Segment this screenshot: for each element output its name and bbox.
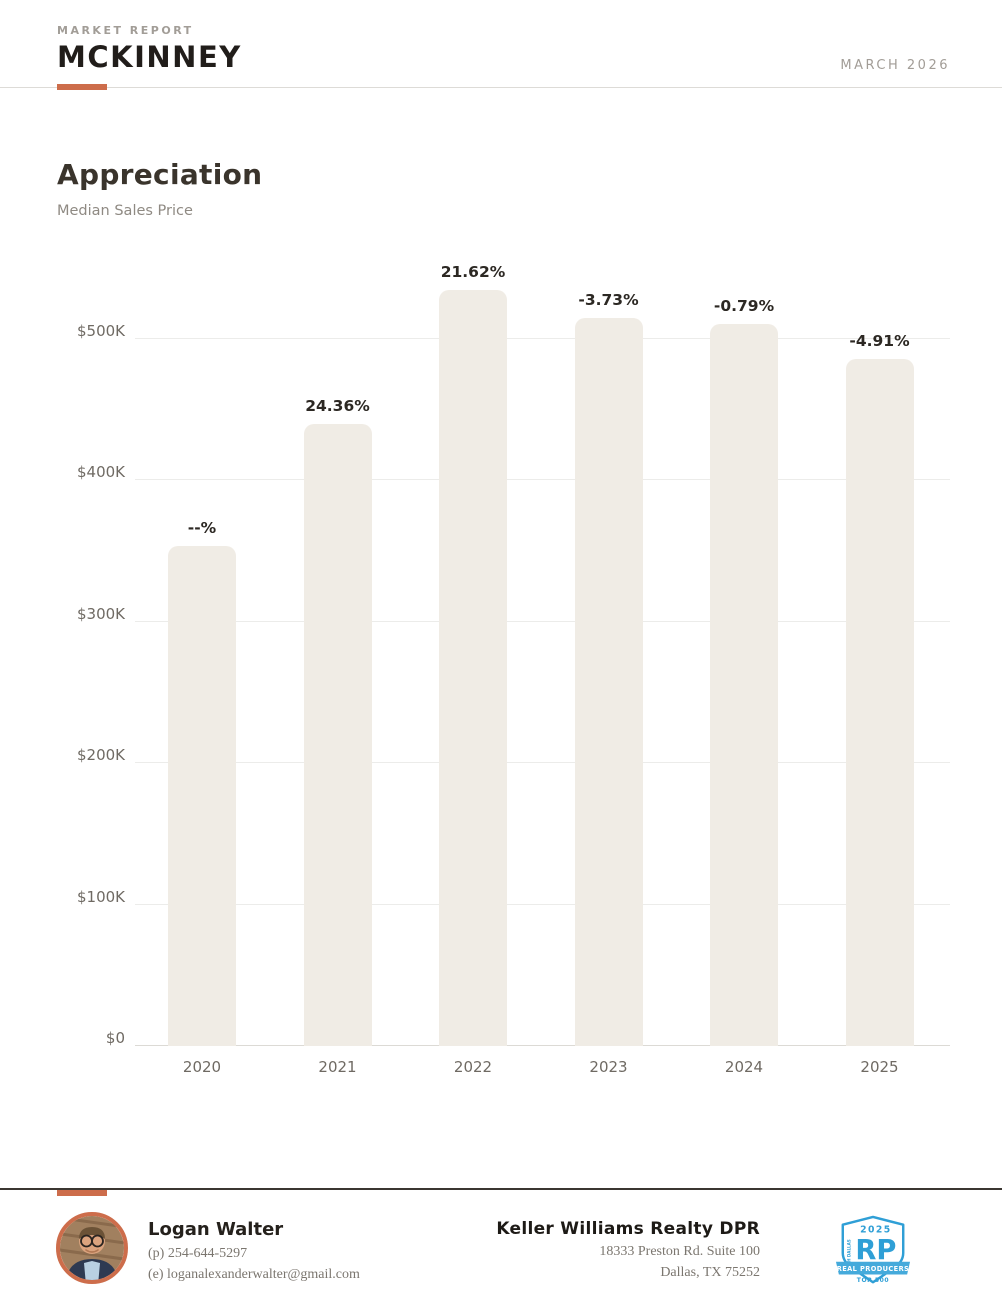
bar-2025 bbox=[845, 359, 914, 1046]
header-accent-bar bbox=[57, 84, 107, 90]
bar-2024 bbox=[710, 324, 778, 1046]
x-axis-label-2021: 2021 bbox=[318, 1058, 357, 1076]
svg-text:REAL PRODUCERS: REAL PRODUCERS bbox=[837, 1265, 909, 1273]
office-address-line2: Dallas, TX 75252 bbox=[660, 1265, 760, 1280]
y-axis-label: $300K bbox=[76, 604, 125, 623]
x-axis-label-2025: 2025 bbox=[860, 1058, 899, 1076]
section-subtitle: Median Sales Price bbox=[57, 203, 193, 219]
y-axis-label: $500K bbox=[76, 322, 125, 340]
bar-2020 bbox=[168, 546, 236, 1046]
gridline bbox=[135, 338, 950, 339]
footer-divider bbox=[0, 1188, 1002, 1190]
bar-value-label-2025: -4.91% bbox=[849, 332, 910, 351]
report-date: MARCH 2026 bbox=[840, 58, 950, 73]
bar-value-label-2020: --% bbox=[187, 519, 217, 538]
real-producers-badge: 2025 NORTH DALLAS RP REAL PRODUCERS TOP … bbox=[834, 1214, 912, 1292]
bar-value-label-2024: -0.79% bbox=[713, 297, 775, 316]
x-axis-label-2020: 2020 bbox=[182, 1058, 222, 1076]
bar-2023 bbox=[574, 318, 643, 1046]
gridline bbox=[135, 620, 950, 622]
real-producers-badge-icon: 2025 NORTH DALLAS RP REAL PRODUCERS TOP … bbox=[835, 1215, 911, 1284]
y-axis-label: $0 bbox=[105, 1029, 125, 1047]
bar-2022 bbox=[439, 290, 507, 1046]
agent-phone: (p) 254-644-5297 bbox=[148, 1246, 248, 1261]
bar-2021 bbox=[303, 424, 372, 1046]
page-title-city: MCKINNEY bbox=[57, 40, 242, 74]
office-address-line1: 18333 Preston Rd. Suite 100 bbox=[599, 1244, 760, 1259]
agent-photo-icon bbox=[56, 1212, 128, 1284]
header-divider bbox=[0, 87, 1002, 88]
office-block: Keller Williams Realty DPR 18333 Preston… bbox=[420, 1219, 760, 1281]
y-axis-label: $200K bbox=[76, 746, 125, 765]
bar-value-label-2021: 24.36% bbox=[305, 397, 370, 416]
svg-text:TOP 500: TOP 500 bbox=[857, 1277, 889, 1284]
gridline bbox=[135, 479, 950, 481]
gridline bbox=[135, 1045, 950, 1046]
gridline bbox=[135, 762, 950, 764]
report-eyebrow: MARKET REPORT bbox=[57, 24, 194, 37]
agent-email[interactable]: (e) loganalexanderwalter@gmail.com bbox=[148, 1267, 360, 1282]
x-axis-label-2022: 2022 bbox=[453, 1058, 493, 1076]
bar-value-label-2022: 21.62% bbox=[440, 263, 506, 282]
y-axis-label: $100K bbox=[76, 887, 125, 906]
agent-name: Logan Walter bbox=[148, 1219, 284, 1240]
y-axis-label: $400K bbox=[76, 463, 125, 482]
x-axis-label-2023: 2023 bbox=[589, 1058, 628, 1076]
svg-text:RP: RP bbox=[855, 1235, 896, 1266]
office-name: Keller Williams Realty DPR bbox=[496, 1219, 760, 1239]
footer-accent-bar bbox=[57, 1190, 107, 1196]
svg-text:2025: 2025 bbox=[860, 1225, 892, 1236]
bar-chart: $0 $100K $200K $300K $400K $500K --% 2020 24.36%… bbox=[77, 263, 950, 1076]
bar-value-label-2023: -3.73% bbox=[578, 291, 639, 310]
gridline bbox=[135, 903, 950, 905]
section-title: Appreciation bbox=[57, 158, 263, 191]
x-axis-label-2024: 2024 bbox=[724, 1058, 764, 1076]
svg-text:NORTH DALLAS: NORTH DALLAS bbox=[847, 1239, 852, 1274]
agent-avatar bbox=[55, 1211, 129, 1285]
